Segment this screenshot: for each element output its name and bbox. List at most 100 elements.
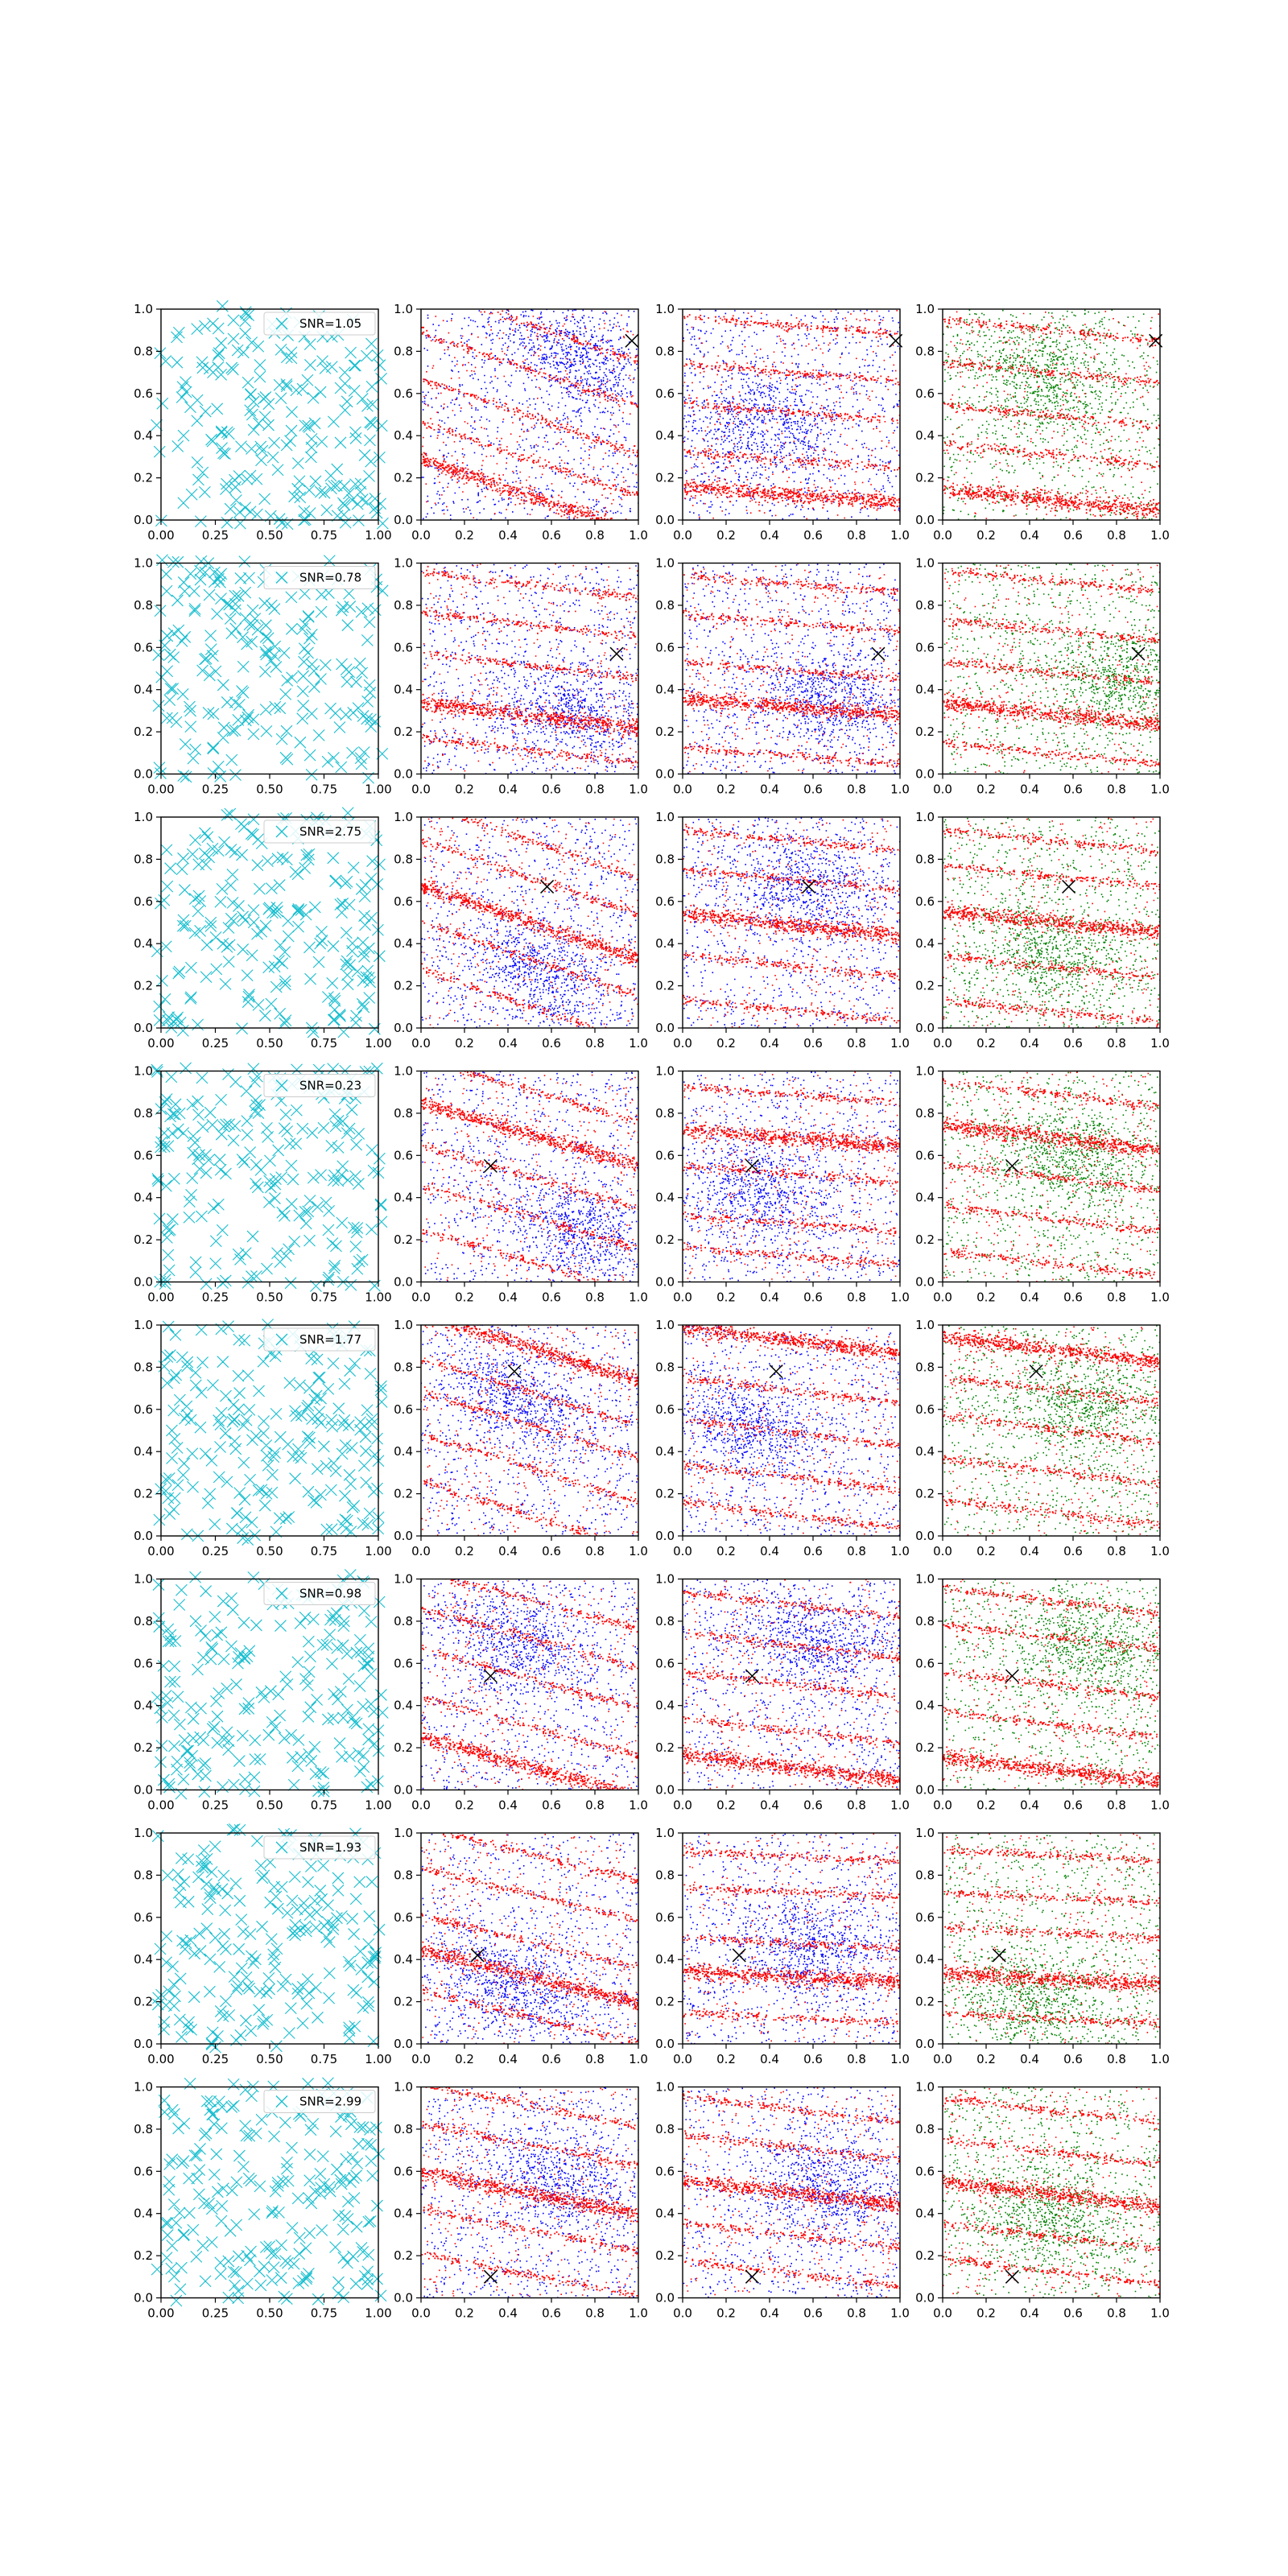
background-points: [943, 564, 1232, 775]
row-7-col-1-xtick-label: 0.25: [202, 2052, 229, 2066]
row-7-col-1-xtick-label: 1.00: [365, 2052, 391, 2066]
row-6-col-1-xtick-label: 0.25: [202, 1798, 229, 1813]
row-8-col-3-ytick-label: 0.0: [655, 2291, 675, 2306]
row-4-col-2-xtick-label: 1.0: [629, 1290, 648, 1305]
row-1-col-2-ytick-label: 0.6: [394, 386, 413, 401]
row-4-col-3-ytick-label: 0.0: [655, 1275, 675, 1290]
row-3-col-2-xtick-label: 0.4: [498, 1036, 518, 1051]
row-1-col-3-xtick-label: 1.0: [890, 528, 910, 543]
row-4-col-4-ytick-label: 0.4: [915, 1191, 935, 1205]
row-8-col-4-ytick-label: 0.2: [915, 2248, 935, 2263]
row-8-col-3-ytick-label: 0.6: [655, 2164, 675, 2178]
row-7-col-2-ytick-label: 0.8: [394, 1868, 413, 1882]
row-5-col-4-xtick-label: 0.8: [1107, 1544, 1126, 1558]
row-6-col-3-ytick-label: 0.4: [655, 1699, 675, 1713]
random-cross-markers: [154, 1319, 387, 1545]
row-4-col-2-xtick-label: 0.0: [411, 1290, 431, 1305]
row-8-col-2-xtick-label: 0.0: [411, 2306, 431, 2321]
row-5-col-4-ytick-label: 0.4: [915, 1444, 935, 1459]
row-5-col-1-frame: [161, 1325, 378, 1536]
row-5-col-4-ytick-label: 0.6: [915, 1402, 935, 1417]
row-7-col-4-xtick-label: 0.4: [1020, 2052, 1039, 2066]
row-5-col-2-frame: [421, 1325, 638, 1536]
row-5-col-3-xtick-label: 0.2: [716, 1544, 736, 1558]
row-8-col-4-ytick-label: 0.6: [915, 2164, 935, 2178]
row-3-col-3-ytick-label: 0.4: [655, 936, 675, 951]
row-1-col-4-subplot: 0.0 0.2 0.4 0.6 0.8 1.00.00.20.40.60.81.0: [915, 302, 1174, 543]
row-5-col-2-xtick-label: 0.4: [498, 1544, 518, 1558]
row-4-col-3-ytick-label: 0.6: [655, 1148, 675, 1162]
row-4-col-2-xtick-label: 0.4: [498, 1290, 518, 1305]
row-1-col-3-xtick-label: 0.0: [673, 528, 692, 543]
row-4-col-2-xtick-label: 0.6: [542, 1290, 561, 1305]
row-1-col-3-ytick-label: 0.6: [655, 386, 675, 401]
row-8-col-2-ytick-label: 0.4: [394, 2207, 413, 2221]
true-location-marker: [770, 1365, 782, 1378]
row-3-col-4-ytick-label: 0.6: [915, 894, 935, 909]
row-1-col-3-ytick-label: 0.8: [655, 344, 675, 358]
row-6-col-3-xtick-label: 0.4: [760, 1798, 779, 1813]
signal-points: [421, 286, 639, 540]
row-7-col-3-xtick-label: 1.0: [890, 2052, 910, 2066]
row-5-col-3-points: [621, 1319, 901, 1537]
signal-points: [943, 1071, 1162, 1282]
row-4-col-4-points: [943, 1071, 1175, 1282]
row-3-col-4-ytick-label: 0.8: [915, 852, 935, 866]
row-8-col-2-xtick-label: 0.8: [585, 2306, 605, 2321]
row-7-col-3-xtick-label: 0.0: [673, 2052, 692, 2066]
row-1-col-2-xtick-label: 1.0: [629, 528, 648, 543]
row-6-col-2-ytick-label: 0.8: [394, 1614, 413, 1629]
row-2-col-4-xtick-label: 0.8: [1107, 782, 1126, 797]
true-location-marker: [993, 1949, 1005, 1962]
row-5-random-points: [154, 1319, 387, 1545]
row-5-col-2-points: [399, 1304, 640, 1550]
row-4-col-3-points: [642, 1071, 902, 1284]
background-points: [664, 2087, 957, 2299]
row-1-col-1-ytick-label: 0.2: [134, 471, 153, 485]
row-7-col-4-xtick-label: 0.8: [1107, 2052, 1126, 2066]
row-7-col-4-ytick-label: 0.4: [915, 1952, 935, 1967]
row-2-col-3-ytick-label: 0.0: [655, 767, 675, 782]
row-4-col-1-subplot: SNR=0.230.00 0.25 0.50 0.75 1.000.00.20.40.6…: [134, 1063, 392, 1305]
row-2-legend: SNR=0.78: [264, 567, 375, 589]
row-1-col-3-points: [623, 309, 902, 521]
row-4-col-4-ytick-label: 0.0: [915, 1275, 935, 1290]
row-7-col-3-ytick-label: 0.0: [655, 2037, 675, 2051]
row-2-col-4-ytick-label: 0.0: [915, 767, 935, 782]
row-5-col-1-ytick-label: 0.8: [134, 1360, 153, 1374]
row-3-col-3-ytick-label: 0.2: [655, 979, 675, 993]
row-2-col-2-xtick-label: 0.6: [542, 782, 561, 797]
row-4-col-4-xtick-label: 0.4: [1020, 1290, 1039, 1305]
row-8-col-3-ytick-label: 0.2: [655, 2248, 675, 2263]
row-8-col-3-xtick-label: 0.4: [760, 2306, 779, 2321]
row-6-col-4-xtick-label: 0.0: [933, 1798, 952, 1813]
true-location-marker: [1005, 2270, 1018, 2283]
row-2-col-3-xtick-label: 0.8: [847, 782, 866, 797]
row-8-col-2-ytick-label: 0.8: [394, 2122, 413, 2136]
background-points: [421, 2087, 691, 2298]
row-1-col-1-subplot: SNR=1.050.00 0.25 0.50 0.75 1.000.00.20.40.6…: [134, 300, 392, 543]
row-7-legend: SNR=1.93: [264, 1836, 375, 1859]
row-2-col-1-ytick-label: 1.0: [134, 556, 153, 571]
row-3-col-3-subplot: 0.0 0.2 0.4 0.6 0.8 1.00.00.20.40.60.81.0: [655, 810, 945, 1051]
row-3-col-2-xtick-label: 0.0: [411, 1036, 431, 1051]
true-location-marker: [1063, 880, 1075, 893]
row-5-col-2-xtick-label: 0.8: [585, 1544, 605, 1558]
row-3-col-4-ytick-label: 0.2: [915, 979, 935, 993]
row-4-col-1-ytick-label: 0.2: [134, 1232, 153, 1247]
row-4-col-3-subplot: 0.0 0.2 0.4 0.6 0.8 1.00.00.20.40.60.81.0: [642, 1064, 910, 1305]
row-2-col-4-ytick-label: 1.0: [915, 556, 935, 571]
legend-label: SNR=0.98: [299, 1587, 361, 1601]
row-3-col-2-xtick-label: 0.8: [585, 1036, 605, 1051]
row-4-col-4-xtick-label: 0.0: [933, 1290, 952, 1305]
row-6-col-2-ytick-label: 0.0: [394, 1783, 413, 1798]
row-1-col-4-ytick-label: 0.2: [915, 471, 935, 485]
background-points: [683, 1553, 923, 1790]
true-location-marker: [1132, 647, 1145, 660]
row-6-col-3-subplot: 0.0 0.2 0.4 0.6 0.8 1.00.00.20.40.60.81.0: [655, 1553, 923, 1812]
row-8-col-4-xtick-label: 0.8: [1107, 2306, 1126, 2321]
row-2-col-4-xtick-label: 0.6: [1063, 782, 1083, 797]
row-4-col-3-xtick-label: 0.2: [716, 1290, 736, 1305]
row-5-col-4-points: [932, 1325, 1197, 1537]
